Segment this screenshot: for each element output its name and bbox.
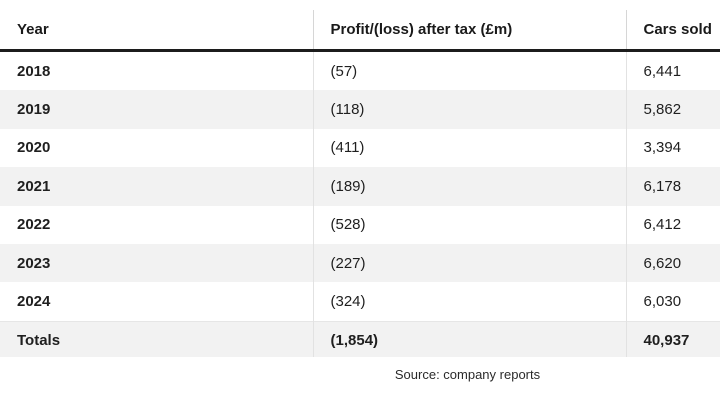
year-cell: 2024 bbox=[0, 282, 313, 322]
cars-sold-cell: 6,178 bbox=[625, 167, 720, 206]
table-row: 2022 (528) 6,412 bbox=[0, 205, 720, 244]
table-row: 2019 (118) 5,862 bbox=[0, 90, 720, 129]
data-table: Year Profit/(loss) after tax (£m) Cars s… bbox=[0, 10, 720, 361]
profit-cell: (227) bbox=[312, 243, 626, 283]
table-row: 2018 (57) 6,441 bbox=[0, 50, 720, 91]
column-header-cars-sold: Cars sold bbox=[625, 10, 720, 52]
header-row: Year Profit/(loss) after tax (£m) Cars s… bbox=[0, 10, 720, 52]
totals-profit: (1,854) bbox=[312, 320, 626, 361]
column-header-profit: Profit/(loss) after tax (£m) bbox=[312, 10, 626, 52]
year-cell: 2021 bbox=[0, 167, 313, 206]
cars-sold-cell: 3,394 bbox=[625, 128, 720, 168]
year-cell: 2022 bbox=[0, 205, 313, 244]
profit-cell: (189) bbox=[312, 167, 626, 206]
profit-cell: (324) bbox=[312, 282, 626, 322]
cars-sold-cell: 6,441 bbox=[625, 50, 720, 91]
column-header-year: Year bbox=[0, 10, 313, 52]
cars-sold-cell: 6,030 bbox=[625, 282, 720, 322]
year-cell: 2023 bbox=[0, 243, 313, 283]
source-footer bbox=[0, 357, 720, 403]
table-row: 2024 (324) 6,030 bbox=[0, 282, 720, 322]
source-note: Source: company reports bbox=[394, 367, 541, 382]
profit-cell: (411) bbox=[312, 128, 626, 168]
profit-cell: (118) bbox=[312, 90, 626, 129]
cars-sold-cell: 6,620 bbox=[625, 243, 720, 283]
table-row: 2020 (411) 3,394 bbox=[0, 128, 720, 168]
table-row: 2023 (227) 6,620 bbox=[0, 243, 720, 283]
totals-label: Totals bbox=[0, 320, 313, 361]
totals-row: Totals (1,854) 40,937 bbox=[0, 320, 720, 361]
cars-sold-cell: 6,412 bbox=[625, 205, 720, 244]
profit-cell: (57) bbox=[312, 50, 626, 91]
cars-sold-cell: 5,862 bbox=[625, 90, 720, 129]
table-row: 2021 (189) 6,178 bbox=[0, 167, 720, 206]
year-cell: 2018 bbox=[0, 50, 313, 91]
profit-cell: (528) bbox=[312, 205, 626, 244]
year-cell: 2020 bbox=[0, 128, 313, 168]
totals-cars-sold: 40,937 bbox=[625, 320, 720, 361]
year-cell: 2019 bbox=[0, 90, 313, 129]
